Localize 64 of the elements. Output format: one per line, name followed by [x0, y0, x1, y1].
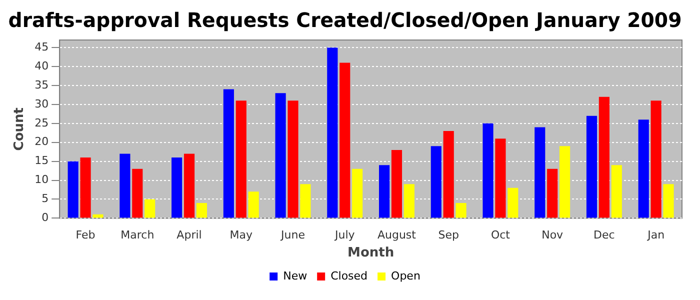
bar [482, 123, 494, 218]
y-tick-label: 35 [34, 78, 49, 92]
bar [248, 192, 259, 218]
x-tick-label: March [120, 228, 154, 242]
y-tick-label: 30 [34, 97, 49, 110]
bar [184, 154, 195, 218]
bar [92, 214, 104, 218]
bar [223, 89, 234, 218]
x-tick-label: Jan [646, 228, 665, 242]
x-tick-label: Feb [76, 228, 96, 242]
bar [288, 100, 298, 218]
bar [443, 130, 454, 218]
y-tick-label: 20 [34, 135, 49, 148]
bar [275, 93, 286, 218]
y-tick-label: 5 [42, 192, 49, 206]
bar [456, 203, 466, 218]
bar [495, 138, 506, 218]
bar [663, 184, 674, 218]
y-axis-title: Count [12, 108, 28, 151]
bar [378, 165, 390, 218]
legend-label: New [283, 269, 308, 282]
bar [327, 48, 338, 218]
bar [172, 158, 182, 218]
x-axis-title: Month [348, 246, 394, 261]
bar [80, 158, 91, 218]
bar [559, 146, 570, 218]
bar [340, 62, 350, 218]
bar [638, 120, 649, 218]
x-tick-label: Sep [438, 228, 459, 242]
y-tick-label: 40 [34, 59, 49, 72]
x-tick-label: June [280, 228, 306, 242]
bar [547, 168, 558, 218]
x-tick-label: Dec [594, 228, 615, 242]
x-tick-label: May [230, 228, 253, 242]
x-tick-label: July [334, 228, 356, 242]
legend-label: Open [391, 269, 420, 282]
bar [650, 100, 662, 218]
x-tick-label: Oct [490, 228, 511, 242]
bar [196, 203, 208, 218]
bar [236, 100, 246, 218]
bar [132, 168, 143, 218]
x-tick-label: August [377, 228, 417, 242]
bar [391, 150, 402, 218]
x-tick-label: April [176, 228, 202, 242]
bar [611, 165, 622, 218]
y-tick-label: 10 [34, 173, 49, 186]
bar [586, 116, 598, 218]
bar [352, 168, 363, 218]
bar [430, 146, 442, 218]
y-tick-label: 45 [34, 40, 49, 54]
bar [508, 188, 518, 218]
bar [144, 199, 156, 218]
bar [534, 127, 546, 218]
bar [404, 184, 414, 218]
bar [300, 184, 311, 218]
chart-title: drafts-approval Requests Created/Closed/Open January 2009 [8, 9, 682, 32]
y-tick-label: 15 [34, 154, 49, 168]
bar [68, 161, 78, 218]
bar [598, 96, 610, 218]
y-tick-label: 25 [34, 116, 49, 130]
legend-label: Closed [330, 269, 368, 282]
x-tick-label: Nov [542, 228, 564, 242]
bar [120, 154, 130, 218]
y-tick-label: 0 [42, 211, 49, 224]
